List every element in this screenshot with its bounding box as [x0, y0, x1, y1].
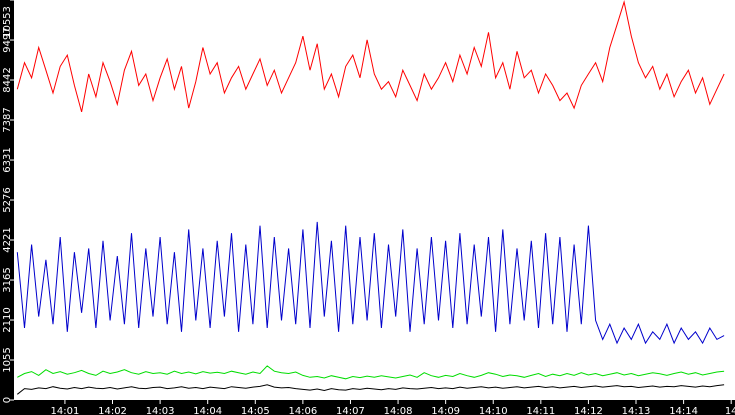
series-line [16, 221, 725, 345]
x-tick-label: 14:07 [336, 406, 365, 415]
x-tick-label: 14:10 [479, 406, 508, 415]
x-tick-label: 14:05 [241, 406, 270, 415]
y-tick-label: 8442 [2, 67, 13, 92]
y-tick-label: 3165 [2, 267, 13, 292]
series-line [16, 0, 725, 113]
x-tick-label: 14:12 [574, 406, 603, 415]
x-tick-label: 14:14 [669, 406, 698, 415]
series-line [17, 365, 725, 380]
series-line [16, 384, 725, 395]
x-tick-label: 14:04 [193, 406, 222, 415]
y-axis-strip [0, 0, 14, 415]
y-tick-label: 0 [2, 397, 13, 403]
y-tick-label: 6331 [2, 147, 13, 172]
y-tick-label: 7387 [2, 107, 13, 132]
x-tick-label: 14:13 [622, 406, 651, 415]
y-tick-label: 4221 [2, 227, 13, 252]
x-tick-label: 14:03 [146, 406, 175, 415]
x-tick-label: 14:02 [98, 406, 127, 415]
x-tick-label: 14:01 [51, 406, 80, 415]
x-tick-label: 14:06 [288, 406, 317, 415]
y-tick-label: 5276 [2, 187, 13, 212]
y-tick-label: 10553 [2, 6, 13, 38]
x-tick-label: 14 [725, 406, 735, 415]
x-axis-strip [0, 400, 735, 415]
x-tick-label: 14:09 [431, 406, 460, 415]
y-tick-label: 1055 [2, 347, 13, 372]
x-tick-label: 14:11 [526, 406, 555, 415]
y-tick-label: 2110 [2, 307, 13, 332]
y-tick-label: 9497 [2, 27, 13, 52]
x-tick-label: 14:08 [384, 406, 413, 415]
